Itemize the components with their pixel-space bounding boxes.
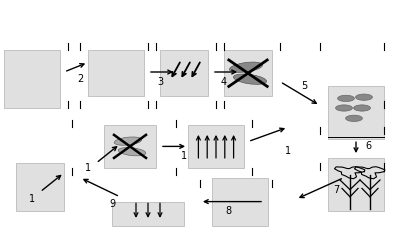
Ellipse shape (114, 137, 142, 145)
Text: 1: 1 (85, 163, 91, 173)
Bar (224, 50, 272, 96)
Text: 9: 9 (109, 199, 115, 209)
Bar (328, 86, 384, 139)
Text: 4: 4 (221, 77, 227, 87)
Text: 8: 8 (225, 206, 231, 216)
Bar (160, 50, 208, 96)
Ellipse shape (234, 74, 266, 84)
Ellipse shape (336, 105, 352, 111)
Ellipse shape (356, 94, 372, 100)
Text: 3: 3 (157, 77, 163, 87)
Bar (88, 50, 144, 96)
Text: 1: 1 (29, 194, 35, 204)
Ellipse shape (354, 105, 370, 111)
Text: 1: 1 (285, 146, 291, 156)
Text: 1: 1 (181, 151, 187, 161)
Ellipse shape (338, 95, 354, 102)
Bar (4, 50, 60, 108)
Text: 5: 5 (301, 81, 307, 91)
Ellipse shape (230, 62, 262, 72)
Text: 2: 2 (77, 74, 83, 84)
Bar (112, 202, 184, 226)
Bar (188, 125, 244, 168)
Text: 7: 7 (333, 185, 339, 195)
Text: 6: 6 (365, 141, 371, 151)
Ellipse shape (346, 115, 362, 121)
Bar (212, 178, 268, 226)
Bar (16, 163, 64, 211)
Bar (104, 125, 156, 168)
Bar (328, 158, 384, 211)
Ellipse shape (118, 148, 146, 156)
